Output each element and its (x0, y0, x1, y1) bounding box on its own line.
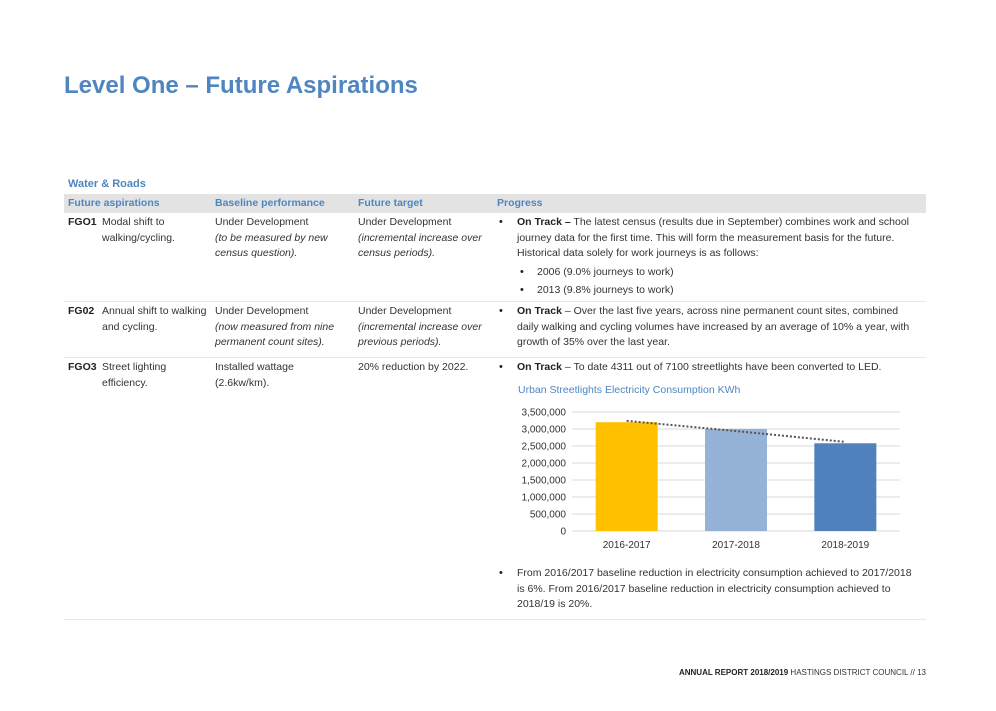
progress-text: – To date 4311 out of 7100 streetlights … (561, 361, 882, 373)
row-target: 20% reduction by 2022. (358, 361, 469, 373)
row-progress-continued: From 2016/2017 baseline reduction in ele… (497, 566, 922, 613)
target-note: (incremental increase over census period… (358, 231, 482, 260)
row-target: Under Development (incremental increase … (358, 304, 493, 351)
row-aspiration: Street lighting efficiency. (102, 361, 167, 389)
progress-item: On Track – Over the last five years, acr… (497, 304, 922, 351)
table-row: FGO1 Modal shift to walking/cycling. Und… (64, 214, 926, 302)
progress-sub-item: 2006 (9.0% journeys to work) (497, 265, 922, 281)
status-label: On Track – (517, 216, 571, 228)
y-tick-label: 500,000 (530, 510, 567, 521)
y-tick-label: 0 (560, 527, 566, 538)
bar (814, 443, 877, 531)
target-text: Under Development (358, 216, 452, 228)
section-label: Water & Roads (68, 178, 146, 190)
row-code: FGO1 (68, 216, 97, 228)
status-label: On Track (517, 305, 562, 317)
row-baseline: Installed wattage (2.6kw/km). (215, 361, 294, 389)
row-progress: On Track – To date 4311 out of 7100 stre… (497, 360, 922, 376)
target-text: Under Development (358, 305, 452, 317)
x-tick-label: 2017-2018 (712, 540, 760, 551)
table-header: Future aspirations Baseline performance … (64, 194, 926, 213)
row-aspiration: Modal shift to walking/cycling. (102, 216, 175, 244)
status-label: On Track (517, 361, 562, 373)
baseline-note: (now measured from nine permanent count … (215, 320, 335, 349)
y-tick-label: 3,500,000 (522, 408, 567, 419)
progress-sub-item: 2013 (9.8% journeys to work) (497, 283, 922, 299)
progress-item: On Track – To date 4311 out of 7100 stre… (497, 360, 922, 376)
progress-text: The latest census (results due in Septem… (517, 216, 910, 259)
row-progress: On Track – The latest census (results du… (497, 215, 922, 299)
baseline-note: (to be measured by new census question). (215, 231, 328, 260)
x-tick-label: 2016-2017 (603, 540, 651, 551)
header-target: Future target (358, 197, 423, 209)
row-target: Under Development (incremental increase … (358, 215, 493, 262)
row-baseline: Under Development (now measured from nin… (215, 304, 350, 351)
consumption-bar-chart: 0 500,000 1,000,000 1,500,000 2,000,000 2,500… (522, 408, 900, 551)
progress-text: – Over the last five years, across nine … (517, 305, 910, 348)
bar (705, 429, 767, 531)
row-code: FGO3 (68, 361, 97, 373)
footer-report: ANNUAL REPORT 2018/2019 (678, 668, 789, 677)
y-tick-label: 2,500,000 (522, 442, 567, 453)
table-row: FG02 Annual shift to walking and cycling… (64, 303, 926, 358)
header-progress: Progress (497, 197, 543, 209)
x-tick-label: 2018-2019 (821, 540, 869, 551)
row-aspiration: Annual shift to walking and cycling. (102, 305, 207, 333)
row-progress: On Track – Over the last five years, acr… (497, 304, 922, 351)
footer-council: HASTINGS DISTRICT COUNCIL // 13 (788, 668, 926, 677)
progress-item: From 2016/2017 baseline reduction in ele… (497, 566, 922, 613)
row-code: FG02 (68, 305, 95, 317)
y-tick-label: 1,000,000 (522, 493, 567, 504)
row-baseline: Under Development (to be measured by new… (215, 215, 350, 262)
table-row: FGO3 Street lighting efficiency. Install… (64, 359, 926, 620)
target-note: (incremental increase over previous peri… (358, 320, 482, 349)
trendline (626, 419, 846, 443)
header-aspirations: Future aspirations (68, 197, 160, 209)
page-title: Level One – Future Aspirations (64, 72, 418, 99)
y-tick-label: 2,000,000 (522, 459, 567, 470)
baseline-text: Under Development (215, 305, 309, 317)
baseline-text: Under Development (215, 216, 309, 228)
chart-title: Urban Streetlights Electricity Consumpti… (518, 384, 741, 396)
page-footer: ANNUAL REPORT 2018/2019 HASTINGS DISTRIC… (679, 668, 926, 677)
progress-item: On Track – The latest census (results du… (497, 215, 922, 262)
y-tick-label: 3,000,000 (522, 425, 567, 436)
y-tick-label: 1,500,000 (522, 476, 567, 487)
bar (595, 422, 658, 531)
header-baseline: Baseline performance (215, 197, 325, 209)
